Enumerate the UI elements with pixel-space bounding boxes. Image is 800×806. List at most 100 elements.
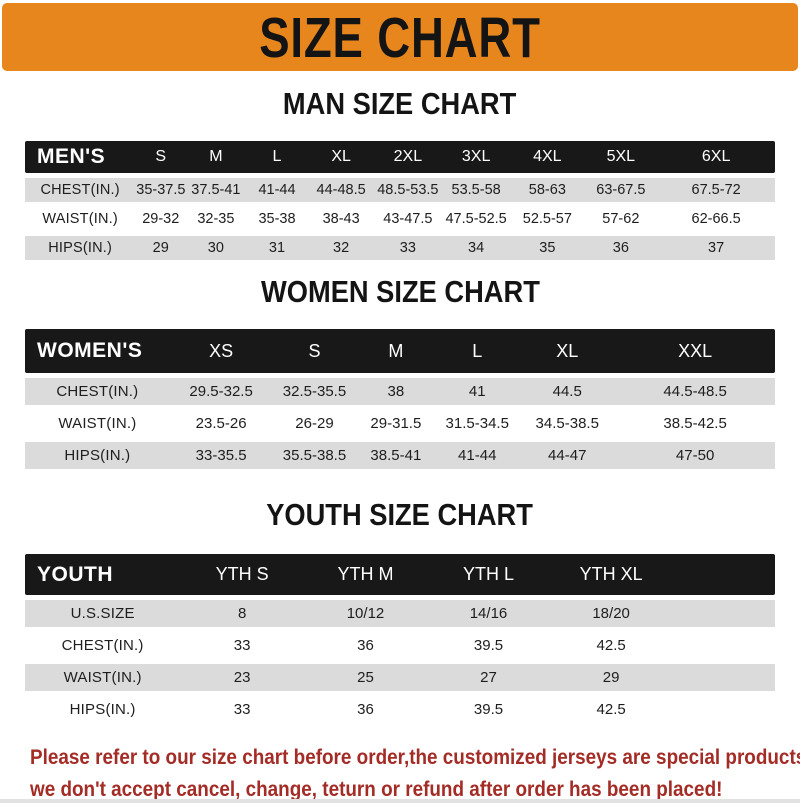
man-section-heading-text: MAN SIZE CHART	[283, 86, 517, 121]
table-row: WAIST(IN.) 23 25 27 29	[25, 664, 775, 691]
column-header: YTH S	[180, 554, 304, 595]
column-header: YTH M	[304, 554, 427, 595]
cell-value: 44-47	[519, 442, 616, 469]
column-header: XS	[169, 329, 273, 373]
row-label: WAIST(IN.)	[25, 207, 136, 231]
cell-value: 37	[657, 236, 775, 260]
cell-value: 18/20	[550, 600, 673, 627]
man-section-heading: MAN SIZE CHART	[0, 87, 800, 124]
youth-size-table: YOUTH YTH S YTH M YTH L YTH XL U.S.SIZE 8 10/1…	[25, 549, 775, 728]
cell-value: 41	[435, 378, 520, 405]
column-header: YTH XL	[550, 554, 673, 595]
cell-value: 31	[245, 236, 309, 260]
cell-value: 58-63	[510, 178, 585, 202]
cell-value: 53.5-58	[441, 178, 511, 202]
cell-value: 35-38	[245, 207, 309, 231]
cell-value: 38.5-42.5	[615, 410, 775, 437]
row-label: U.S.SIZE	[25, 600, 181, 627]
cell-value: 42.5	[550, 696, 673, 723]
header-row: WOMEN'S XS S M L XL XXL	[25, 329, 775, 373]
cell-value: 52.5-57	[510, 207, 585, 231]
header-row: MEN'S S M L XL 2XL 3XL 4XL 5XL 6XL	[25, 141, 775, 173]
cell-value: 29	[550, 664, 673, 691]
table-row: CHEST(IN.) 29.5-32.5 32.5-35.5 38 41 44.5 44.5…	[25, 378, 775, 405]
cell-value: 63-67.5	[584, 178, 658, 202]
row-label: HIPS(IN.)	[25, 696, 181, 723]
cell-value: 44.5-48.5	[615, 378, 775, 405]
cell-value: 47-50	[615, 442, 775, 469]
cell-value: 14/16	[427, 600, 550, 627]
table-row: U.S.SIZE 8 10/12 14/16 18/20	[25, 600, 775, 627]
women-table-body: CHEST(IN.) 29.5-32.5 32.5-35.5 38 41 44.5 44.5…	[25, 378, 775, 469]
banner: SIZE CHART	[2, 3, 798, 71]
cell-value: 47.5-52.5	[441, 207, 511, 231]
row-label: CHEST(IN.)	[25, 178, 136, 202]
cell-value: 33	[373, 236, 442, 260]
cell-value: 39.5	[427, 696, 550, 723]
women-section-heading: WOMEN SIZE CHART	[0, 275, 800, 312]
cell-value: 34.5-38.5	[519, 410, 616, 437]
row-label: HIPS(IN.)	[25, 442, 170, 469]
table-row: CHEST(IN.) 35-37.5 37.5-41 41-44 44-48.5 48.5…	[25, 178, 775, 202]
cell-value: 33	[180, 632, 304, 659]
cell-value: 29	[135, 236, 187, 260]
table-title: YOUTH	[25, 554, 181, 595]
cell-value: 23	[180, 664, 304, 691]
cell-value: 23.5-26	[169, 410, 273, 437]
table-title: MEN'S	[25, 141, 136, 173]
cell-value: 38.5-41	[356, 442, 436, 469]
column-header: M	[356, 329, 436, 373]
cell-value: 32	[308, 236, 374, 260]
table-row: HIPS(IN.) 29 30 31 32 33 34 35 36 37	[25, 236, 775, 260]
cell-value: 48.5-53.5	[373, 178, 442, 202]
header-row: YOUTH YTH S YTH M YTH L YTH XL	[25, 554, 775, 595]
column-header: XL	[519, 329, 616, 373]
cell-value: 42.5	[550, 632, 673, 659]
cell-value: 29-32	[135, 207, 187, 231]
cell-value: 32-35	[186, 207, 246, 231]
cell-value: 26-29	[272, 410, 357, 437]
column-header: 6XL	[657, 141, 775, 173]
cell-value: 35-37.5	[135, 178, 187, 202]
cell-value: 38-43	[308, 207, 374, 231]
cell-value: 34	[441, 236, 511, 260]
cell-value: 33-35.5	[169, 442, 273, 469]
column-header: 3XL	[441, 141, 511, 173]
cell-value: 10/12	[304, 600, 427, 627]
banner-title: SIZE CHART	[259, 5, 541, 70]
row-label: HIPS(IN.)	[25, 236, 136, 260]
column-header: S	[272, 329, 357, 373]
cell-value: 43-47.5	[373, 207, 442, 231]
cell-value: 39.5	[427, 632, 550, 659]
cell-value: 27	[427, 664, 550, 691]
disclaimer-note: Please refer to our size chart before or…	[30, 742, 800, 806]
men-table-body: CHEST(IN.) 35-37.5 37.5-41 41-44 44-48.5 48.5…	[25, 178, 775, 260]
filler-header-cell	[672, 554, 775, 595]
cell-value: 35.5-38.5	[272, 442, 357, 469]
cell-value: 31.5-34.5	[435, 410, 520, 437]
cell-value: 33	[180, 696, 304, 723]
row-label: WAIST(IN.)	[25, 664, 181, 691]
column-header: XXL	[615, 329, 775, 373]
column-header: 4XL	[510, 141, 585, 173]
table-row: WAIST(IN.) 29-32 32-35 35-38 38-43 43-47.5 47.…	[25, 207, 775, 231]
disclaimer-line-1: Please refer to our size chart before or…	[30, 746, 800, 769]
table-row: WAIST(IN.) 23.5-26 26-29 29-31.5 31.5-34.5 34…	[25, 410, 775, 437]
cell-value: 41-44	[245, 178, 309, 202]
cell-value: 44.5	[519, 378, 616, 405]
men-size-table: MEN'S S M L XL 2XL 3XL 4XL 5XL 6XL CHEST(IN.) 35-3…	[25, 136, 775, 265]
cell-value: 41-44	[435, 442, 520, 469]
table-row: HIPS(IN.) 33-35.5 35.5-38.5 38.5-41 41-44 44-…	[25, 442, 775, 469]
filler-cell	[672, 600, 775, 627]
column-header: XL	[308, 141, 374, 173]
cell-value: 35	[510, 236, 585, 260]
cell-value: 25	[304, 664, 427, 691]
row-label: WAIST(IN.)	[25, 410, 170, 437]
row-label: CHEST(IN.)	[25, 632, 181, 659]
cell-value: 36	[304, 632, 427, 659]
filler-cell	[672, 664, 775, 691]
women-section-heading-text: WOMEN SIZE CHART	[260, 274, 540, 309]
size-chart-page: SIZE CHART MAN SIZE CHART MEN'S S M L XL 2XL 3…	[0, 3, 800, 803]
table-title: WOMEN'S	[25, 329, 170, 373]
filler-cell	[672, 696, 775, 723]
